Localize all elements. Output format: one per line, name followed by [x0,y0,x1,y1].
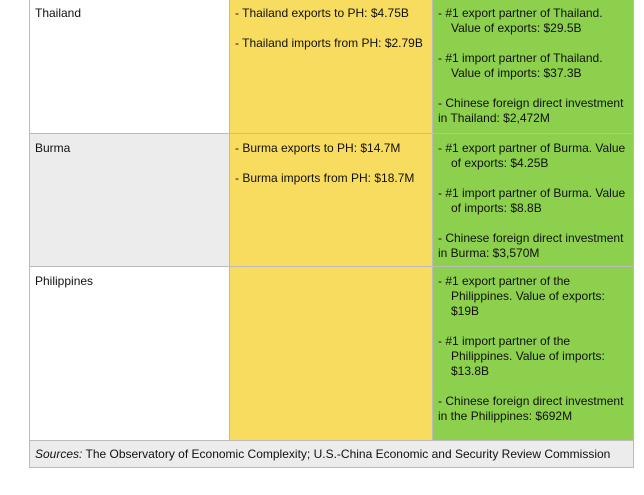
china-item: - #1 export partner of Thailand. Value o… [438,6,603,35]
china-item: - #1 import partner of Thailand. Value o… [438,51,603,80]
ph-trade-cell: - Burma exports to PH: $14.7M - Burma imp… [229,133,433,267]
sources-cell: Sources: The Observatory of Economic Com… [29,440,634,468]
table-container: Thailand - Thailand exports to PH: $4.75B… [29,0,634,468]
sources-label: Sources: [35,447,83,461]
ph-trade-item: - Thailand exports to PH: $4.75B [235,6,409,20]
table-row: Burma - Burma exports to PH: $14.7M - Burm… [29,133,634,267]
sources-row: Sources: The Observatory of Economic Com… [29,440,634,468]
china-item: - Chinese foreign direct investment in t… [438,394,624,423]
china-cell: - #1 export partner of Burma. Value of e… [432,133,634,267]
sources-text: The Observatory of Economic Complexity; … [85,447,611,461]
country-cell: Thailand [29,0,230,134]
china-item: - Chinese foreign direct investment in T… [438,96,624,125]
ph-trade-item: - Burma imports from PH: $18.7M [235,171,415,185]
comparison-table: Thailand - Thailand exports to PH: $4.75B… [29,0,634,468]
table-body: Thailand - Thailand exports to PH: $4.75B… [29,0,634,468]
table-row: Philippines - #1 export partner of the Ph… [29,266,634,441]
country-cell: Philippines [29,266,230,441]
ph-trade-item: - Burma exports to PH: $14.7M [235,141,401,155]
china-cell: - #1 export partner of the Philippines. … [432,266,634,441]
china-cell: - #1 export partner of Thailand. Value o… [432,0,634,134]
china-item: - #1 import partner of the Philippines. … [438,334,605,378]
ph-trade-cell [229,266,433,441]
china-item: - Chinese foreign direct investment in B… [438,231,624,260]
china-item: - #1 export partner of Burma. Value of e… [438,141,626,170]
ph-trade-item: - Thailand imports from PH: $2.79B [235,36,423,50]
country-cell: Burma [29,133,230,267]
china-item: - #1 export partner of the Philippines. … [438,274,605,318]
table-row: Thailand - Thailand exports to PH: $4.75B… [29,0,634,134]
china-item: - #1 import partner of Burma. Value of i… [438,186,626,215]
ph-trade-cell: - Thailand exports to PH: $4.75B - Thaila… [229,0,433,134]
